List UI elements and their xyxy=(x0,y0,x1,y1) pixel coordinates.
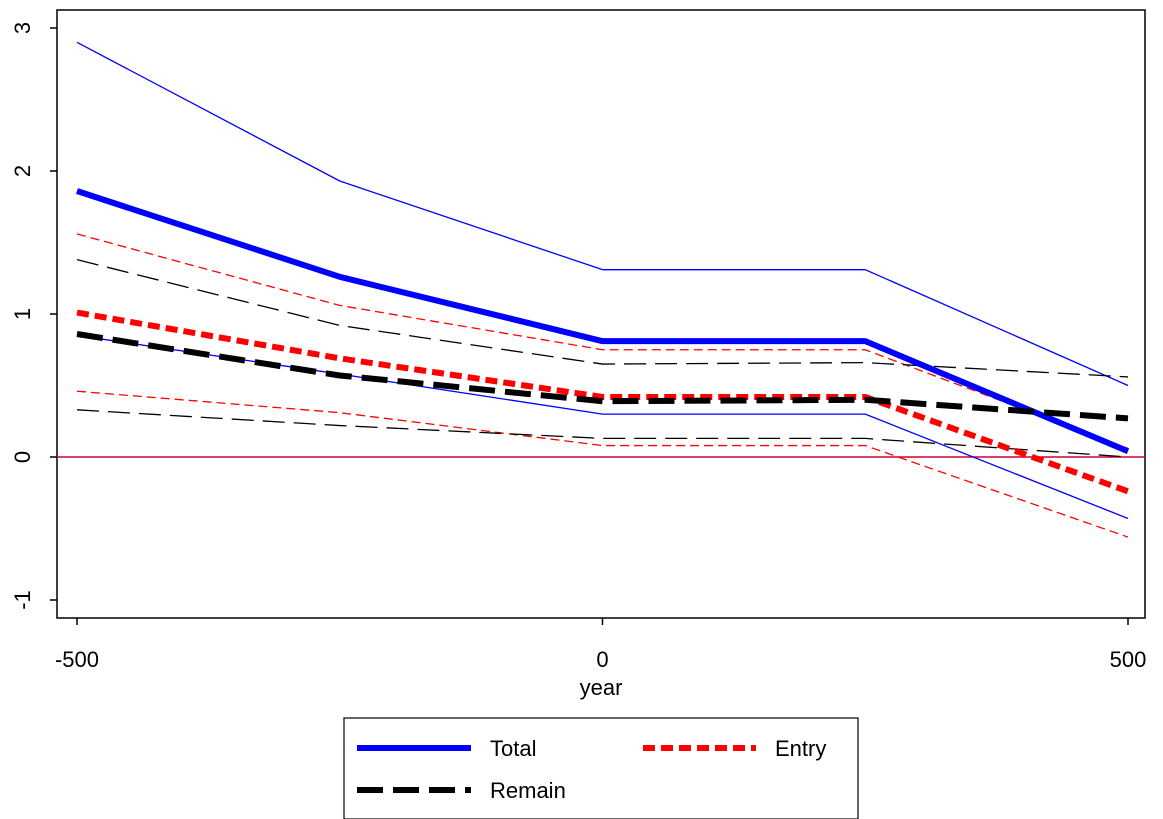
legend: Total Entry Remain xyxy=(343,717,859,819)
band-line-1 xyxy=(76,41,1129,387)
legend-items: Total Entry Remain xyxy=(357,736,826,803)
y-tick-label: 0 xyxy=(10,451,35,463)
band-line-5 xyxy=(76,390,1129,538)
series-layer xyxy=(76,41,1130,538)
legend-label-remain: Remain xyxy=(490,778,566,803)
x-tick-label: 500 xyxy=(1110,647,1147,672)
y-tick-label: 2 xyxy=(10,165,35,177)
band-line-2 xyxy=(76,334,1129,520)
x-axis-label: year xyxy=(580,675,623,700)
y-tick-label: -1 xyxy=(10,590,35,610)
band-line-8 xyxy=(76,409,1129,458)
x-tick-label: -500 xyxy=(55,647,99,672)
series-line-total xyxy=(76,188,1130,455)
series-line-entry xyxy=(76,309,1130,495)
legend-label-entry: Entry xyxy=(775,736,826,761)
legend-box xyxy=(343,717,859,819)
axis-layer: -1 0 1 2 3 -500 0 500 xyxy=(10,22,1147,672)
x-tick-label: 0 xyxy=(596,647,608,672)
plot-area xyxy=(56,9,1146,619)
legend-label-total: Total xyxy=(490,736,536,761)
y-tick-label: 3 xyxy=(10,22,35,34)
series-line-remain xyxy=(76,331,1129,422)
band-line-4 xyxy=(76,233,1129,450)
y-tick-label: 1 xyxy=(10,308,35,320)
band-line-7 xyxy=(76,259,1129,378)
